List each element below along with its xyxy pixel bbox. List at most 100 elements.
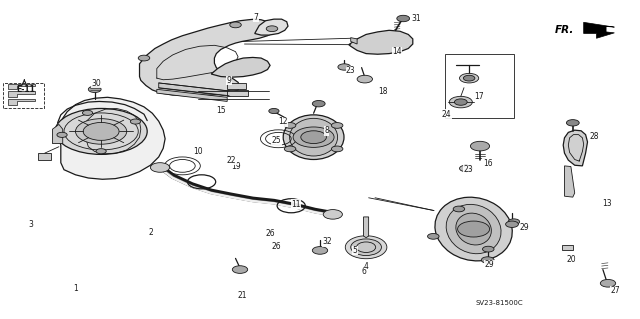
Circle shape	[269, 108, 279, 114]
Text: 29: 29	[484, 260, 495, 269]
Text: 21: 21	[237, 291, 246, 300]
Ellipse shape	[456, 213, 492, 245]
Text: 2: 2	[148, 228, 153, 237]
Text: 26: 26	[271, 242, 282, 251]
Text: 3: 3	[28, 220, 33, 229]
Text: 25: 25	[271, 137, 282, 145]
Circle shape	[266, 26, 278, 32]
Circle shape	[506, 221, 518, 227]
Text: 7: 7	[253, 13, 259, 22]
Circle shape	[460, 73, 479, 83]
Text: 11: 11	[291, 200, 300, 209]
Ellipse shape	[435, 197, 512, 261]
Polygon shape	[227, 90, 248, 96]
Polygon shape	[8, 91, 35, 97]
Bar	[445, 54, 514, 118]
Text: 15: 15	[216, 106, 226, 115]
Text: 23: 23	[346, 66, 356, 75]
Text: 6: 6	[361, 267, 366, 276]
Text: 13: 13	[602, 199, 612, 208]
Circle shape	[600, 279, 616, 287]
Text: SV23-81500C: SV23-81500C	[476, 300, 523, 306]
Polygon shape	[157, 89, 227, 101]
Ellipse shape	[351, 239, 381, 256]
Text: 5: 5	[353, 246, 358, 255]
Circle shape	[338, 64, 351, 70]
Circle shape	[83, 110, 93, 115]
Circle shape	[76, 119, 127, 144]
Polygon shape	[349, 30, 413, 54]
Polygon shape	[58, 97, 165, 179]
Circle shape	[83, 122, 119, 140]
Ellipse shape	[346, 236, 387, 259]
Circle shape	[453, 206, 465, 212]
Text: 20: 20	[566, 255, 576, 263]
Polygon shape	[8, 99, 35, 105]
Text: 29: 29	[520, 223, 530, 232]
Circle shape	[332, 146, 343, 152]
Text: 1: 1	[73, 284, 78, 293]
Polygon shape	[227, 83, 246, 89]
Text: 32: 32	[323, 237, 333, 246]
Text: FR.: FR.	[555, 25, 574, 35]
Text: 27: 27	[611, 286, 621, 295]
Circle shape	[454, 99, 467, 105]
Circle shape	[397, 15, 410, 22]
Circle shape	[150, 163, 170, 172]
Polygon shape	[364, 217, 369, 238]
Circle shape	[449, 96, 472, 108]
Circle shape	[481, 257, 494, 263]
Polygon shape	[563, 130, 588, 166]
Text: 19: 19	[230, 162, 241, 171]
Circle shape	[55, 108, 147, 154]
Circle shape	[332, 122, 343, 128]
Polygon shape	[562, 245, 573, 250]
Circle shape	[57, 132, 67, 137]
Circle shape	[458, 221, 490, 237]
Circle shape	[460, 165, 472, 172]
Circle shape	[463, 75, 475, 81]
Circle shape	[301, 131, 326, 144]
Polygon shape	[255, 19, 288, 35]
Text: 8: 8	[324, 126, 329, 135]
Circle shape	[428, 234, 439, 239]
Polygon shape	[564, 166, 575, 197]
Text: 26: 26	[265, 229, 275, 238]
Polygon shape	[38, 153, 51, 160]
Polygon shape	[159, 83, 230, 96]
Text: 28: 28	[589, 132, 598, 141]
Circle shape	[138, 55, 150, 61]
Text: 12: 12	[278, 117, 287, 126]
Polygon shape	[211, 57, 270, 77]
Circle shape	[284, 122, 296, 128]
Text: 31: 31	[411, 14, 421, 23]
Text: E-11: E-11	[16, 85, 35, 94]
Text: 10: 10	[193, 147, 204, 156]
Ellipse shape	[446, 204, 501, 254]
Circle shape	[230, 22, 241, 28]
Text: 30: 30	[91, 79, 101, 88]
Text: 24: 24	[442, 110, 452, 119]
Circle shape	[232, 266, 248, 273]
Circle shape	[96, 149, 106, 154]
Circle shape	[284, 146, 296, 152]
Text: 18: 18	[378, 87, 387, 96]
Ellipse shape	[290, 118, 338, 156]
Circle shape	[566, 120, 579, 126]
Circle shape	[88, 86, 101, 93]
Polygon shape	[584, 22, 614, 38]
Text: 16: 16	[483, 159, 493, 168]
Ellipse shape	[284, 115, 344, 160]
Circle shape	[508, 219, 520, 225]
Text: 14: 14	[392, 47, 402, 56]
Polygon shape	[52, 124, 63, 144]
Circle shape	[483, 246, 494, 252]
Text: 17: 17	[474, 92, 484, 101]
Circle shape	[131, 119, 141, 124]
Text: 23: 23	[463, 165, 474, 174]
Circle shape	[323, 210, 342, 219]
Text: 9: 9	[227, 76, 232, 85]
Circle shape	[470, 141, 490, 151]
Polygon shape	[140, 19, 276, 96]
Polygon shape	[351, 38, 357, 44]
